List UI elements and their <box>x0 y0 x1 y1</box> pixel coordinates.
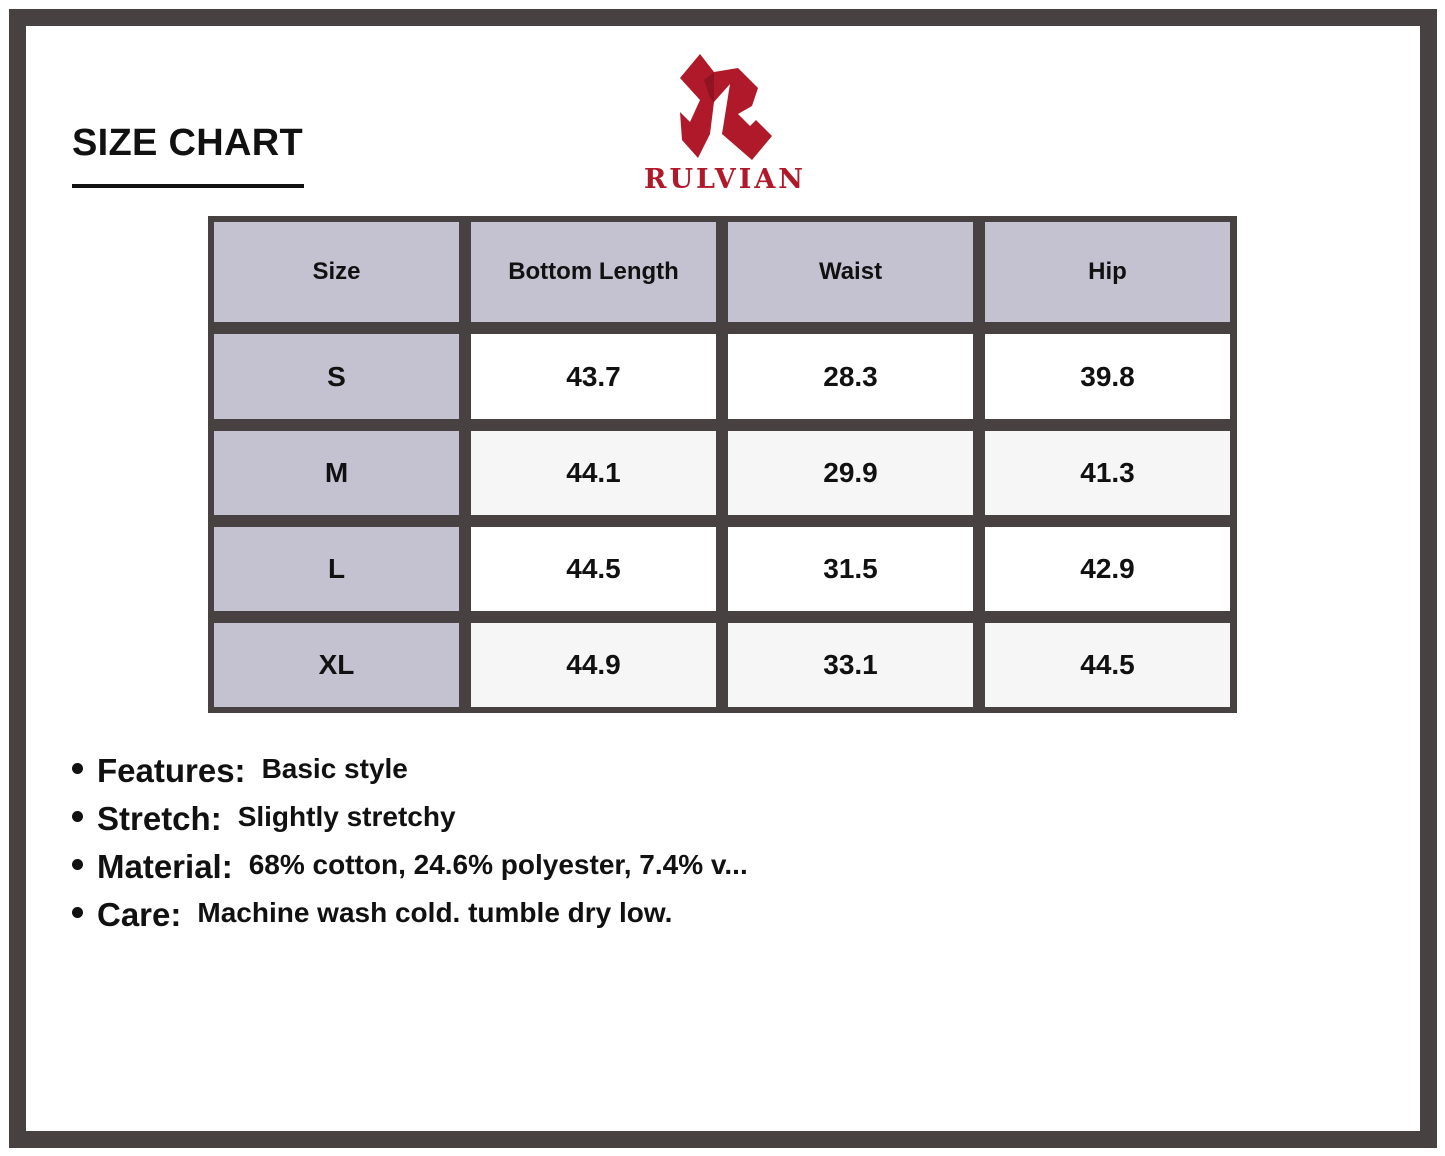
cell-value: 44.1 <box>471 431 716 515</box>
row-size: L <box>214 527 459 611</box>
feature-value: Slightly stretchy <box>237 801 456 832</box>
logo-r-icon <box>680 54 772 160</box>
cell-value: 31.5 <box>728 527 973 611</box>
brand-logo: RULVIAN <box>620 50 830 200</box>
cell-value: 41.3 <box>985 431 1230 515</box>
title-underline <box>72 184 304 188</box>
size-table: Size Bottom Length Waist Hip S 43.7 28.3… <box>208 216 1237 713</box>
feature-value: 68% cotton, 24.6% polyester, 7.4% v... <box>248 849 748 880</box>
header-bottom-length: Bottom Length <box>471 222 716 322</box>
feature-value: Basic style <box>261 753 408 784</box>
feature-item: Stretch: Slightly stretchy <box>72 800 748 848</box>
header-size: Size <box>214 222 459 322</box>
cell-value: 44.5 <box>471 527 716 611</box>
header-hip: Hip <box>985 222 1230 322</box>
bullet-icon <box>72 907 83 918</box>
row-size: M <box>214 431 459 515</box>
feature-item: Material: 68% cotton, 24.6% polyester, 7… <box>72 848 748 896</box>
cell-value: 44.9 <box>471 623 716 707</box>
feature-label: Material: <box>97 848 233 885</box>
row-size: XL <box>214 623 459 707</box>
feature-label: Care: <box>97 896 182 933</box>
feature-list: Features: Basic style Stretch: Slightly … <box>72 752 748 944</box>
bullet-icon <box>72 859 83 870</box>
page-title: SIZE CHART <box>72 122 303 164</box>
header-waist: Waist <box>728 222 973 322</box>
feature-label: Stretch: <box>97 800 222 837</box>
feature-value: Machine wash cold. tumble dry low. <box>197 897 673 928</box>
bullet-icon <box>72 811 83 822</box>
feature-item: Features: Basic style <box>72 752 748 800</box>
cell-value: 44.5 <box>985 623 1230 707</box>
cell-value: 33.1 <box>728 623 973 707</box>
feature-item: Care: Machine wash cold. tumble dry low. <box>72 896 748 944</box>
brand-name: RULVIAN <box>644 164 806 195</box>
row-size: S <box>214 334 459 419</box>
bullet-icon <box>72 763 83 774</box>
cell-value: 42.9 <box>985 527 1230 611</box>
cell-value: 39.8 <box>985 334 1230 419</box>
cell-value: 28.3 <box>728 334 973 419</box>
feature-label: Features: <box>97 752 246 789</box>
cell-value: 29.9 <box>728 431 973 515</box>
cell-value: 43.7 <box>471 334 716 419</box>
